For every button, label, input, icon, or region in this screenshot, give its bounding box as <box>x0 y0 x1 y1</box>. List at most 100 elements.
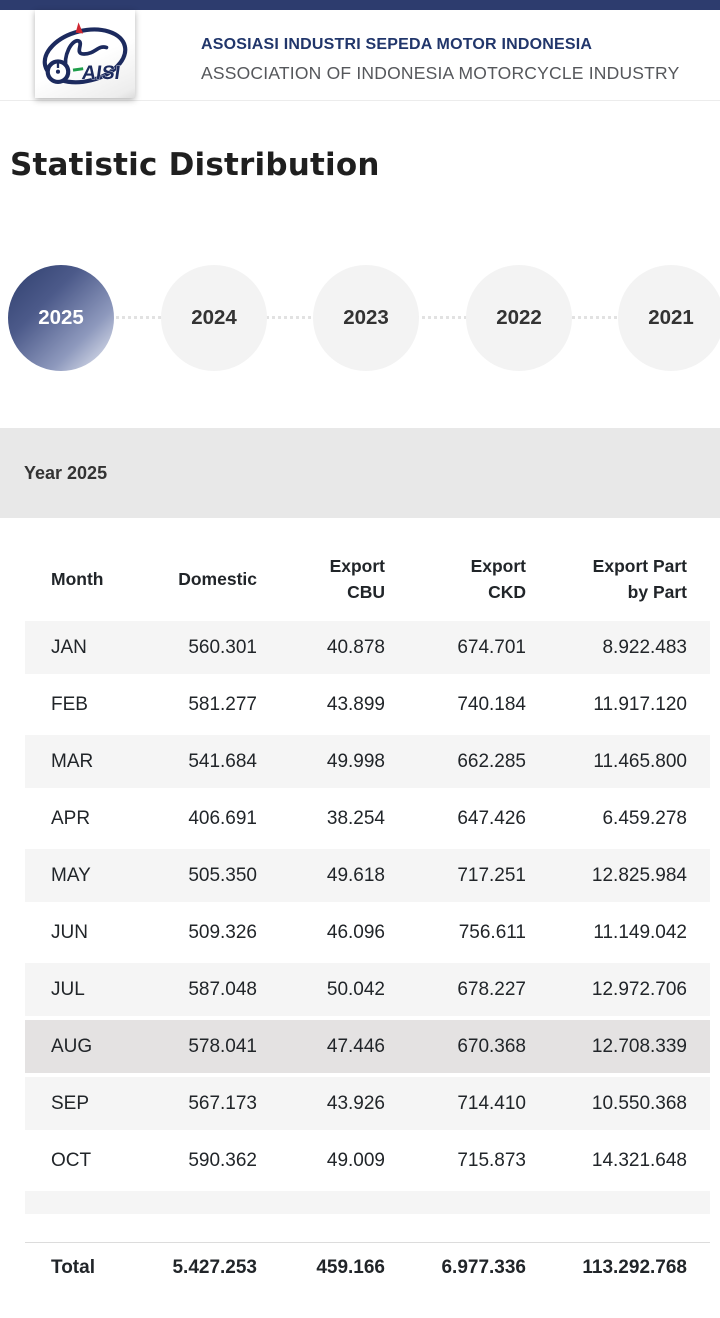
org-name-indonesian: ASOSIASI INDUSTRI SEPEDA MOTOR INDONESIA <box>201 36 593 53</box>
cell-domestic: 509.326 <box>188 921 257 943</box>
cell-export-ckd: 647.426 <box>457 807 526 829</box>
top-navy-bar <box>0 0 720 10</box>
cell-export-part: 10.550.368 <box>591 1092 687 1114</box>
cell-month: JAN <box>51 636 87 658</box>
table-header-row: Month Domestic Export CBU Export CKD Expor… <box>25 536 710 621</box>
year-label: 2025 <box>38 306 84 329</box>
cell-export-part: 12.972.706 <box>591 978 687 1000</box>
cell-domestic: 587.048 <box>188 978 257 1000</box>
cell-export-cbu: 43.926 <box>326 1092 385 1114</box>
logo-text: AISI <box>81 62 122 84</box>
cell-month: MAY <box>51 864 91 886</box>
year-tab-2022[interactable]: 2022 <box>466 265 572 371</box>
cell-month: OCT <box>51 1149 92 1171</box>
cell-month: AUG <box>51 1035 93 1057</box>
table-row-oct: OCT 590.362 49.009 715.873 14.321.648 <box>25 1134 710 1187</box>
cell-export-part: 14.321.648 <box>591 1149 687 1171</box>
cell-export-ckd: 714.410 <box>457 1092 526 1114</box>
cell-export-cbu: 50.042 <box>326 978 385 1000</box>
cell-month: FEB <box>51 693 88 715</box>
table-row-jul: JUL 587.048 50.042 678.227 12.972.706 <box>25 963 710 1016</box>
empty-row <box>25 1214 710 1242</box>
col-header-month: Month <box>51 568 104 589</box>
total-export-part: 113.292.768 <box>582 1257 687 1278</box>
rider-swoosh-icon <box>63 39 109 71</box>
distribution-table: Month Domestic Export CBU Export CKD Expor… <box>25 536 710 1293</box>
cell-month: JUL <box>51 978 85 1000</box>
cell-export-ckd: 740.184 <box>457 693 526 715</box>
year-tab-2021[interactable]: 2021 <box>618 265 720 371</box>
page-title: Statistic Distribution <box>10 147 380 183</box>
cell-domestic: 406.691 <box>188 807 257 829</box>
cell-export-part: 11.917.120 <box>593 693 687 715</box>
table-row-jun: JUN 509.326 46.096 756.611 11.149.042 <box>25 906 710 959</box>
cell-export-cbu: 47.446 <box>326 1035 385 1057</box>
cell-export-ckd: 715.873 <box>457 1149 526 1171</box>
cell-export-cbu: 49.618 <box>326 864 385 886</box>
red-flame-icon <box>75 22 84 34</box>
cell-export-ckd: 674.701 <box>457 636 526 658</box>
cell-domestic: 567.173 <box>188 1092 257 1114</box>
cell-export-part: 12.825.984 <box>591 864 687 886</box>
cell-export-cbu: 49.009 <box>326 1149 385 1171</box>
cell-month: APR <box>51 807 91 829</box>
table-row-sep: SEP 567.173 43.926 714.410 10.550.368 <box>25 1077 710 1130</box>
table-row-aug: AUG 578.041 47.446 670.368 12.708.339 <box>25 1020 710 1073</box>
org-name-english: ASSOCIATION OF INDONESIA MOTORCYCLE INDU… <box>201 63 680 83</box>
col-header-export-ckd: Export CKD <box>470 555 526 602</box>
total-export-cbu: 459.166 <box>316 1257 385 1278</box>
aisi-logo-graphic: AISI <box>42 22 128 85</box>
table-row-feb: FEB 581.277 43.899 740.184 11.917.120 <box>25 678 710 731</box>
empty-row <box>25 1191 710 1214</box>
col-header-export-part: Export Part by Part <box>592 555 687 602</box>
cell-export-part: 8.922.483 <box>602 636 687 658</box>
cell-month: SEP <box>51 1092 90 1114</box>
year-label: 2021 <box>648 306 694 329</box>
cell-export-part: 11.149.042 <box>593 921 687 943</box>
total-export-ckd: 6.977.336 <box>441 1257 526 1278</box>
table-row-apr: APR 406.691 38.254 647.426 6.459.278 <box>25 792 710 845</box>
table-row-may: MAY 505.350 49.618 717.251 12.825.984 <box>25 849 710 902</box>
cell-export-ckd: 756.611 <box>458 921 526 943</box>
year-tab-2025[interactable]: 2025 <box>8 265 114 371</box>
year-tab-2023[interactable]: 2023 <box>313 265 419 371</box>
table-row-mar: MAR 541.684 49.998 662.285 11.465.800 <box>25 735 710 788</box>
green-dash-icon <box>72 67 84 72</box>
year-label: 2022 <box>496 306 542 329</box>
table-row-jan: JAN 560.301 40.878 674.701 8.922.483 <box>25 621 710 674</box>
cell-domestic: 505.350 <box>188 864 257 886</box>
cell-export-ckd: 670.368 <box>457 1035 526 1057</box>
year-label: 2024 <box>191 306 237 329</box>
header-org-names: ASOSIASI INDUSTRI SEPEDA MOTOR INDONESIA… <box>201 36 679 84</box>
total-domestic: 5.427.253 <box>172 1257 257 1278</box>
year-tab-2024[interactable]: 2024 <box>161 265 267 371</box>
section-title: Year 2025 <box>24 462 108 483</box>
cell-domestic: 541.684 <box>188 750 257 772</box>
cell-export-cbu: 43.899 <box>326 693 385 715</box>
cell-month: JUN <box>51 921 88 943</box>
cell-domestic: 590.362 <box>188 1149 257 1171</box>
cell-export-part: 6.459.278 <box>602 807 687 829</box>
year-label: 2023 <box>343 306 389 329</box>
year-selector: 2025 2024 2023 2022 2021 <box>0 265 720 371</box>
cell-export-cbu: 40.878 <box>326 636 385 658</box>
site-header: AISI ASOSIASI INDUSTRI SEPEDA MOTOR INDO… <box>0 10 720 101</box>
cell-export-cbu: 49.998 <box>326 750 385 772</box>
cell-export-ckd: 678.227 <box>457 978 526 1000</box>
cell-export-part: 12.708.339 <box>591 1035 687 1057</box>
col-header-domestic: Domestic <box>178 568 257 589</box>
cell-domestic: 578.041 <box>188 1035 257 1057</box>
cell-domestic: 560.301 <box>188 636 257 658</box>
cell-export-cbu: 46.096 <box>326 921 385 943</box>
section-header: Year 2025 <box>0 428 720 518</box>
cell-export-part: 11.465.800 <box>593 750 687 772</box>
cell-export-ckd: 662.285 <box>457 750 526 772</box>
col-header-export-cbu: Export CBU <box>329 555 385 602</box>
cell-export-cbu: 38.254 <box>326 807 385 829</box>
cell-export-ckd: 717.251 <box>457 864 526 886</box>
cell-month: MAR <box>51 750 94 772</box>
table-total-row: Total 5.427.253 459.166 6.977.336 113.29… <box>25 1242 710 1293</box>
total-label: Total <box>51 1257 95 1278</box>
cell-domestic: 581.277 <box>188 693 257 715</box>
aisi-logo[interactable]: AISI <box>35 10 135 98</box>
